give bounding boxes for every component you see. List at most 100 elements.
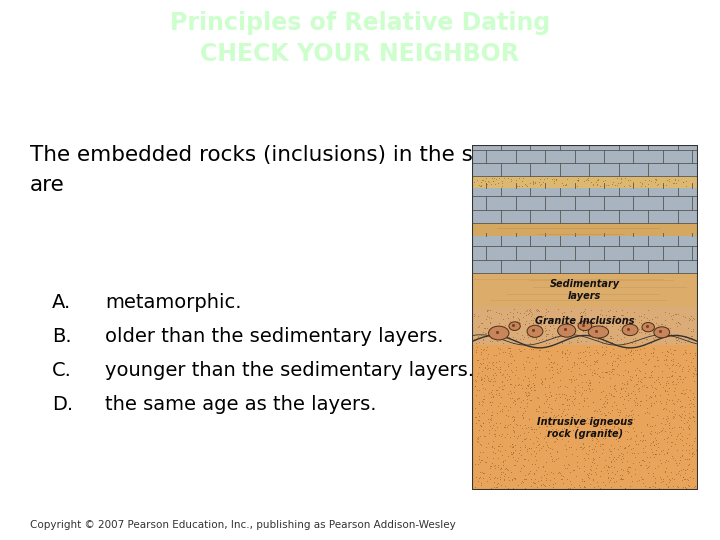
Point bbox=[516, 479, 527, 488]
Point bbox=[486, 390, 498, 399]
Point bbox=[491, 333, 503, 342]
Point bbox=[557, 180, 568, 189]
Point bbox=[606, 334, 617, 343]
Point bbox=[472, 312, 484, 320]
Point bbox=[679, 403, 690, 411]
Point bbox=[547, 482, 559, 491]
Point bbox=[620, 412, 631, 421]
Point bbox=[597, 373, 608, 381]
Point bbox=[687, 411, 698, 420]
Point bbox=[529, 386, 541, 394]
Point bbox=[481, 372, 492, 380]
Point bbox=[646, 413, 657, 421]
Point bbox=[676, 365, 688, 374]
Point bbox=[472, 435, 484, 444]
Point bbox=[575, 412, 586, 421]
Point bbox=[662, 389, 674, 398]
Point bbox=[613, 354, 624, 362]
Point bbox=[608, 455, 619, 463]
Point bbox=[569, 434, 580, 443]
Point bbox=[487, 423, 498, 432]
Point bbox=[499, 373, 510, 382]
Point bbox=[580, 324, 592, 333]
Point bbox=[587, 434, 598, 443]
Point bbox=[540, 397, 552, 406]
Point bbox=[657, 477, 669, 486]
Point bbox=[593, 349, 604, 357]
Point bbox=[569, 388, 580, 397]
Point bbox=[625, 434, 636, 443]
Point bbox=[673, 466, 685, 475]
Point bbox=[582, 473, 594, 482]
Point bbox=[632, 376, 644, 385]
Point bbox=[600, 368, 612, 376]
Point bbox=[586, 457, 598, 466]
Point bbox=[498, 476, 510, 484]
Point bbox=[599, 480, 611, 489]
Point bbox=[509, 474, 521, 483]
Point bbox=[498, 402, 510, 410]
Point bbox=[477, 359, 489, 367]
Point bbox=[582, 454, 594, 462]
Point bbox=[526, 475, 537, 484]
Point bbox=[616, 384, 627, 393]
Point bbox=[675, 423, 687, 431]
Point bbox=[571, 318, 582, 327]
Point bbox=[616, 310, 627, 319]
Bar bbox=[472, 145, 698, 176]
Point bbox=[649, 450, 661, 458]
Point bbox=[667, 412, 679, 421]
Point bbox=[579, 477, 590, 485]
Point bbox=[494, 368, 505, 377]
Point bbox=[490, 308, 502, 316]
Point bbox=[667, 360, 678, 369]
Point bbox=[636, 397, 647, 406]
Point bbox=[471, 348, 482, 356]
Point bbox=[568, 401, 580, 409]
Point bbox=[604, 374, 616, 383]
Point bbox=[690, 350, 701, 359]
Point bbox=[510, 334, 522, 343]
Point bbox=[662, 347, 673, 356]
Point bbox=[647, 422, 658, 430]
Point bbox=[594, 333, 606, 341]
Point bbox=[495, 393, 507, 401]
Point bbox=[623, 467, 634, 475]
Point bbox=[647, 320, 659, 329]
Point bbox=[483, 331, 495, 340]
Point bbox=[487, 177, 499, 185]
Point bbox=[500, 321, 511, 329]
Point bbox=[590, 327, 602, 335]
Point bbox=[519, 435, 531, 443]
Point bbox=[608, 382, 620, 390]
Point bbox=[474, 397, 485, 406]
Point bbox=[471, 376, 482, 385]
Point bbox=[487, 377, 499, 386]
Point bbox=[661, 438, 672, 447]
Point bbox=[571, 423, 582, 431]
Point bbox=[607, 419, 618, 428]
Point bbox=[482, 349, 494, 358]
Point bbox=[654, 397, 666, 406]
Point bbox=[518, 334, 529, 343]
Point bbox=[629, 366, 640, 374]
Point bbox=[548, 358, 559, 367]
Point bbox=[486, 386, 498, 394]
Point bbox=[603, 462, 614, 471]
Point bbox=[636, 375, 647, 383]
Point bbox=[540, 339, 552, 347]
Point bbox=[626, 407, 637, 415]
Point bbox=[660, 360, 671, 368]
Point bbox=[587, 327, 598, 335]
Point bbox=[675, 413, 687, 421]
Point bbox=[660, 467, 671, 476]
Point bbox=[480, 332, 492, 340]
Point bbox=[688, 402, 699, 410]
Point bbox=[688, 483, 700, 491]
Point bbox=[504, 343, 516, 352]
Point bbox=[531, 306, 542, 314]
Point bbox=[504, 402, 516, 411]
Point bbox=[628, 443, 639, 452]
Point bbox=[607, 316, 618, 325]
Point bbox=[521, 444, 533, 453]
